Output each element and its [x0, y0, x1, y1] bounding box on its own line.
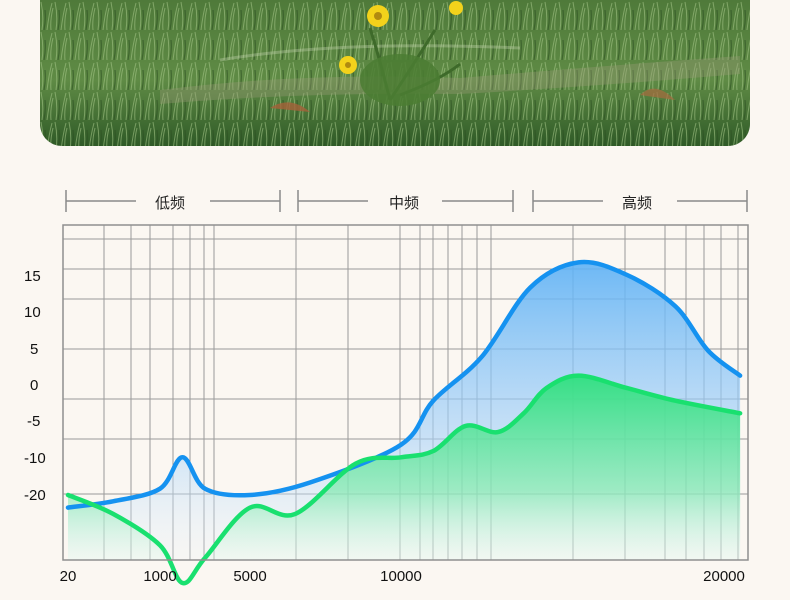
- band-brackets: [65, 190, 748, 212]
- plot-frame: [62, 224, 749, 561]
- band-label-high: 高频: [621, 195, 653, 212]
- y-tick-label: 0: [30, 377, 39, 394]
- photo-illustration: [40, 0, 750, 146]
- y-tick-label: 5: [30, 341, 39, 358]
- series-green-area: [68, 375, 741, 560]
- x-tick-label: 20: [59, 568, 77, 585]
- y-tick-label: -5: [27, 413, 41, 430]
- y-tick-label: -20: [24, 487, 46, 504]
- x-tick-label: 10000: [380, 568, 422, 585]
- y-tick-label: -10: [24, 450, 46, 467]
- x-tick-label: 20000: [703, 568, 745, 585]
- series-green-line: [65, 373, 743, 586]
- photo-grass-flowers: [40, 0, 750, 146]
- y-tick-label: 10: [24, 304, 41, 321]
- band-label-mid: 中频: [388, 195, 420, 212]
- frequency-bands: 低频 中频 高频: [0, 186, 790, 220]
- y-tick-label: 15: [24, 268, 41, 285]
- x-tick-label: 1000: [143, 568, 177, 585]
- series-blue-line: [65, 259, 743, 510]
- x-tick-label: 5000: [233, 568, 267, 585]
- band-label-low: 低频: [154, 195, 186, 212]
